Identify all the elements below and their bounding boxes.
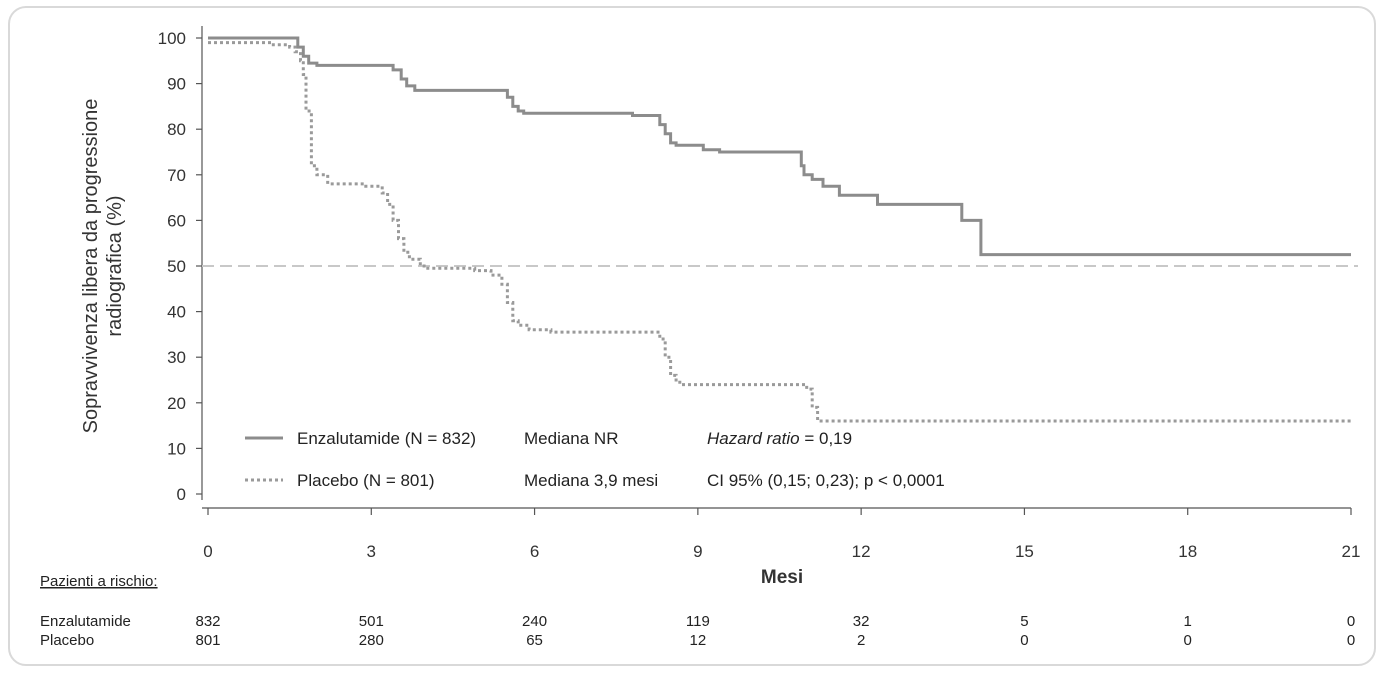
y-tick-label: 50 bbox=[167, 257, 186, 276]
risk-value: 119 bbox=[686, 613, 710, 630]
placebo-curve bbox=[208, 41, 1351, 423]
risk-value: 280 bbox=[359, 632, 384, 649]
risk-value: 12 bbox=[690, 632, 707, 649]
legend-median: Mediana NR bbox=[524, 429, 619, 448]
legend-statistic: CI 95% (0,15; 0,23); p < 0,0001 bbox=[707, 471, 945, 490]
risk-value: 1 bbox=[1184, 613, 1192, 630]
risk-table-title: Pazienti a rischio: bbox=[40, 573, 158, 590]
legend-statistic: Hazard ratio = 0,19 bbox=[707, 429, 852, 448]
risk-row-label: Placebo bbox=[40, 632, 94, 649]
risk-value: 32 bbox=[853, 613, 870, 630]
x-tick-label: 21 bbox=[1342, 542, 1361, 561]
risk-value: 501 bbox=[359, 613, 384, 630]
y-tick-label: 40 bbox=[167, 303, 186, 322]
risk-value: 0 bbox=[1347, 613, 1355, 630]
x-tick-label: 9 bbox=[693, 542, 702, 561]
x-tick-label: 3 bbox=[367, 542, 376, 561]
survival-curves bbox=[208, 36, 1351, 423]
y-tick-label: 60 bbox=[167, 211, 186, 230]
risk-row-label: Enzalutamide bbox=[40, 613, 131, 630]
y-tick-label: 30 bbox=[167, 348, 186, 367]
x-tick-label: 0 bbox=[203, 542, 212, 561]
risk-value: 0 bbox=[1020, 632, 1028, 649]
x-tick-label: 6 bbox=[530, 542, 539, 561]
risk-value: 240 bbox=[522, 613, 547, 630]
risk-value: 65 bbox=[526, 632, 543, 649]
x-tick-label: 18 bbox=[1178, 542, 1197, 561]
chart-frame bbox=[8, 6, 1376, 666]
x-tick-label: 15 bbox=[1015, 542, 1034, 561]
risk-value: 0 bbox=[1184, 632, 1192, 649]
y-tick-label: 100 bbox=[158, 29, 186, 48]
y-tick-label: 80 bbox=[167, 120, 186, 139]
risk-value: 2 bbox=[857, 632, 865, 649]
y-axis-label-line1: Sopravvivenza libera da progressione bbox=[80, 99, 102, 434]
y-tick-label: 20 bbox=[167, 394, 186, 413]
legend-series-name: Enzalutamide (N = 832) bbox=[297, 429, 476, 448]
y-axis-label-line2: radiografica (%) bbox=[104, 195, 126, 336]
y-tick-label: 0 bbox=[177, 485, 186, 504]
x-axis-label: Mesi bbox=[761, 567, 803, 588]
risk-value: 801 bbox=[195, 632, 220, 649]
enzalutamide-curve bbox=[208, 36, 1351, 257]
x-tick-label: 12 bbox=[852, 542, 871, 561]
y-tick-label: 90 bbox=[167, 75, 186, 94]
risk-value: 832 bbox=[195, 613, 220, 630]
risk-value: 0 bbox=[1347, 632, 1355, 649]
legend: Enzalutamide (N = 832) Mediana NR Hazard r… bbox=[245, 429, 945, 490]
legend-median: Mediana 3,9 mesi bbox=[524, 471, 658, 490]
risk-table: Pazienti a rischio: Enzalutamide 832 501 24… bbox=[40, 573, 1355, 649]
risk-value: 5 bbox=[1020, 613, 1028, 630]
y-tick-label: 10 bbox=[167, 439, 186, 458]
legend-series-name: Placebo (N = 801) bbox=[297, 471, 435, 490]
y-tick-label: 70 bbox=[167, 166, 186, 185]
axes: 0 10 20 30 40 50 60 70 80 90 100 0 3 6 9 12 15 18 21 bbox=[158, 26, 1361, 561]
